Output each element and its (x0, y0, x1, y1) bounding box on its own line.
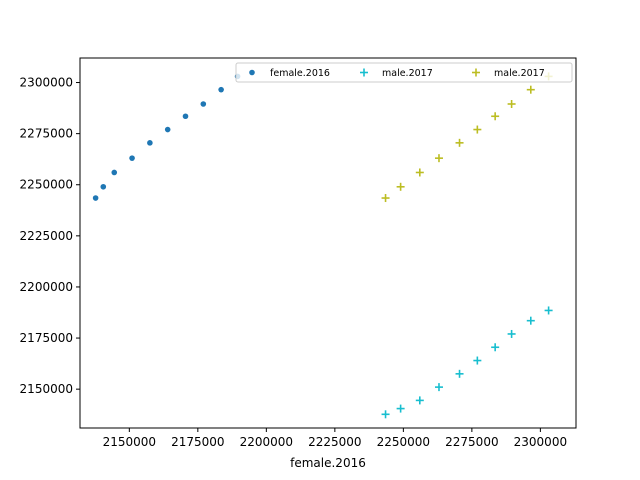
legend-label: male.2017 (494, 68, 545, 79)
data-point (507, 99, 516, 108)
data-point (473, 356, 482, 365)
y-tick-label: 2175000 (20, 331, 73, 345)
y-tick-label: 2150000 (20, 382, 73, 396)
y-tick-label: 2300000 (20, 76, 73, 90)
x-axis-title: female.2016 (290, 456, 366, 470)
data-point (218, 86, 224, 93)
data-point (396, 404, 405, 413)
legend-marker (360, 68, 368, 77)
legend-label: female.2016 (270, 68, 330, 79)
data-point (147, 140, 153, 146)
y-axis: 2150000 2175000 2200000 2225000 2250000 22750… (20, 76, 80, 396)
x-tick-label: 2275000 (445, 435, 498, 449)
data-point (526, 85, 535, 94)
data-point (434, 154, 443, 163)
data-point (129, 155, 135, 161)
y-tick-label: 2200000 (20, 280, 73, 294)
legend-marker (472, 68, 480, 77)
series-2 (381, 306, 553, 419)
x-tick-label: 2150000 (103, 435, 156, 449)
y-tick-label: 2250000 (20, 178, 73, 192)
data-point (415, 396, 424, 405)
legend-marker (249, 69, 255, 76)
plot-frame (79, 57, 577, 429)
x-tick-label: 2225000 (308, 435, 361, 449)
data-point (526, 316, 535, 325)
data-point (381, 194, 390, 203)
data-point (396, 182, 405, 191)
data-point (200, 101, 207, 107)
x-axis: 2150000 2175000 2200000 2225000 2250000 22750… (103, 428, 567, 449)
data-point (415, 168, 424, 177)
data-point (111, 169, 118, 176)
x-tick-label: 2200000 (240, 435, 293, 449)
data-point (473, 125, 482, 134)
data-point (491, 343, 500, 352)
data-point (455, 138, 464, 147)
legend-label: male.2017 (382, 68, 433, 79)
data-point (455, 369, 464, 378)
data-point (164, 126, 171, 133)
data-point (92, 195, 99, 201)
x-tick-label: 2175000 (171, 435, 224, 449)
x-tick-label: 2300000 (514, 435, 567, 449)
data-point (381, 410, 390, 419)
data-point (491, 112, 500, 121)
data-point (507, 329, 516, 338)
y-tick-label: 2275000 (20, 127, 73, 141)
y-tick-label: 2225000 (20, 229, 73, 243)
legend-box (235, 62, 573, 83)
data-point (544, 306, 553, 315)
legend: female.2016 male.2017 male.2017 (235, 62, 573, 83)
data-points (92, 72, 553, 419)
x-tick-label: 2250000 (377, 435, 430, 449)
data-point (182, 113, 189, 120)
data-point (100, 183, 107, 190)
data-point (434, 383, 443, 392)
